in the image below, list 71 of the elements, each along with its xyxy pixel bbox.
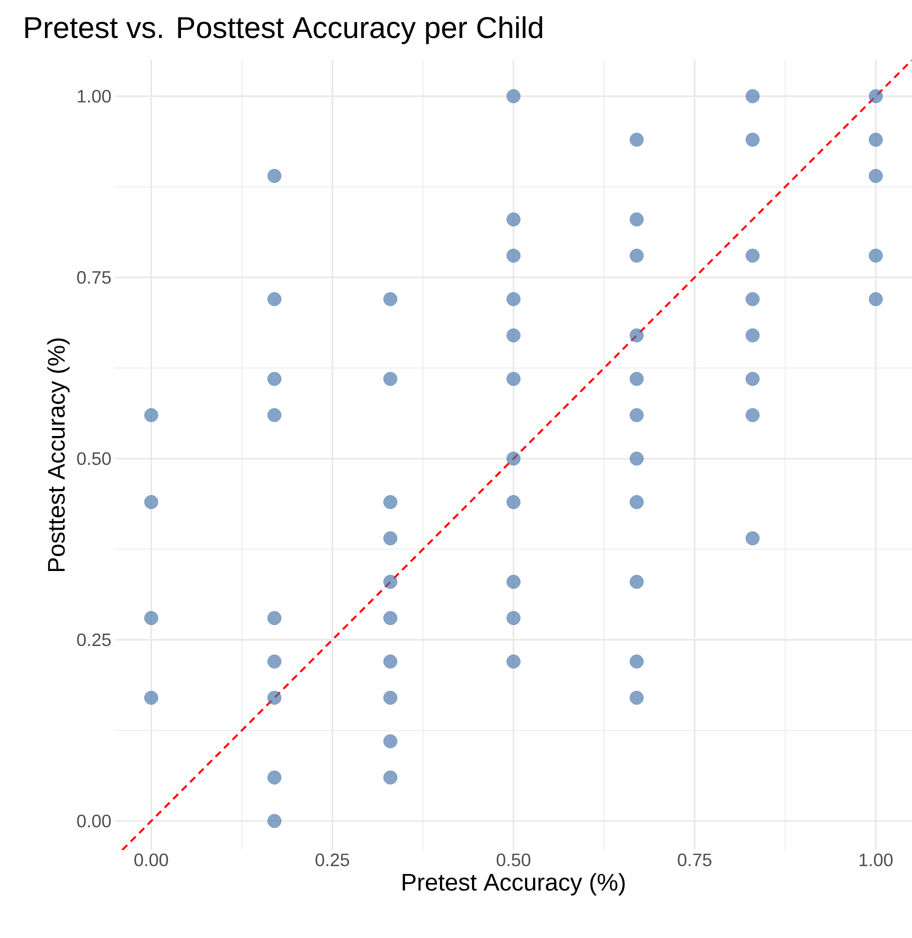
x-axis-title: Pretest Accuracy (%) — [402, 873, 625, 896]
point — [630, 132, 644, 147]
point — [630, 495, 644, 510]
point — [868, 168, 883, 183]
point — [868, 132, 883, 147]
point — [144, 408, 158, 422]
x-tick-label: 0.25 — [316, 854, 350, 866]
point — [144, 690, 158, 705]
point — [746, 531, 760, 546]
point — [506, 89, 521, 104]
point — [630, 574, 644, 589]
point — [144, 611, 158, 626]
chart-title: Pretest vs. Posttest Accuracy per Child — [25, 16, 542, 44]
point — [267, 690, 282, 705]
point — [506, 574, 521, 589]
point — [746, 328, 760, 342]
point — [267, 292, 282, 306]
point — [506, 611, 521, 626]
x-tick-label: 0.50 — [496, 854, 530, 866]
y-tick-label: 0.75 — [77, 271, 111, 284]
point — [746, 408, 760, 422]
point — [868, 292, 883, 306]
point — [630, 212, 644, 226]
point — [383, 372, 398, 386]
point — [630, 452, 644, 466]
point — [630, 654, 644, 669]
point — [746, 248, 760, 263]
point — [267, 770, 282, 785]
point — [383, 770, 398, 785]
point — [868, 248, 883, 263]
point — [267, 372, 282, 386]
y-tick-label: 0.25 — [77, 633, 111, 646]
point — [630, 328, 644, 342]
y-tick-label: 0.00 — [77, 814, 111, 828]
point — [630, 248, 644, 263]
point — [746, 372, 760, 386]
point — [383, 531, 398, 546]
x-tick-label: 0.75 — [678, 854, 712, 866]
point — [506, 372, 521, 386]
x-tick-label: 1.00 — [860, 854, 893, 866]
point — [383, 654, 398, 669]
point — [868, 89, 883, 104]
point — [746, 132, 760, 147]
point — [267, 408, 282, 422]
point — [506, 328, 521, 342]
point — [746, 292, 760, 306]
point — [383, 690, 398, 705]
point — [506, 495, 521, 510]
point — [506, 452, 521, 466]
point — [267, 611, 282, 626]
point — [144, 495, 158, 510]
point — [383, 734, 398, 748]
point — [506, 292, 521, 306]
point — [267, 814, 282, 828]
point — [746, 89, 760, 104]
point — [630, 372, 644, 386]
point — [267, 654, 282, 669]
point — [630, 690, 644, 705]
x-tick-label: 0.00 — [134, 854, 168, 866]
point — [267, 168, 282, 183]
y-tick-label: 0.50 — [77, 452, 111, 465]
point — [383, 495, 398, 510]
point — [383, 574, 398, 589]
y-tick-label: 1.00 — [78, 90, 111, 103]
point — [506, 654, 521, 669]
y-axis-title: Posttest Accuracy (%) — [47, 338, 70, 572]
point — [506, 248, 521, 263]
point — [506, 212, 521, 226]
point — [383, 292, 398, 306]
point — [383, 611, 398, 626]
point — [630, 408, 644, 422]
